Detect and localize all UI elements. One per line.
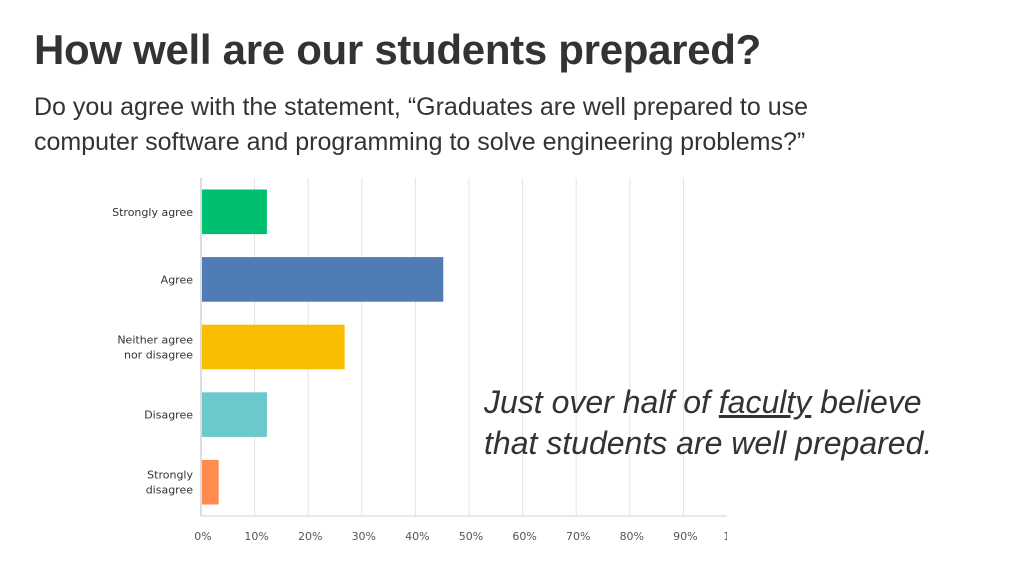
bar: [202, 257, 444, 302]
note-line-1: Just over half of faculty believe: [484, 382, 932, 423]
bar: [202, 392, 267, 437]
x-tick-label: 50%: [459, 530, 483, 543]
subtitle-line-1: Do you agree with the statement, “Gradua…: [34, 93, 809, 121]
bar: [202, 324, 345, 370]
x-tick-label: 30%: [352, 530, 376, 543]
bar: [202, 459, 219, 505]
note-emphasis-faculty: faculty: [718, 384, 812, 420]
category-label: Agree: [161, 273, 194, 286]
x-tick-label: 40%: [405, 530, 429, 543]
category-label: disagree: [146, 484, 194, 497]
category-label: Strongly: [147, 469, 193, 482]
note-line-1-end: believe: [811, 384, 922, 420]
x-tick-label: 60%: [512, 530, 536, 543]
x-tick-label: 90%: [673, 530, 697, 543]
note-line-2: that students are well prepared.: [484, 425, 933, 461]
note-line-1-start: Just over half of: [484, 384, 719, 420]
crop-mask: [727, 176, 1024, 576]
faculty-note: Just over half of faculty believe that s…: [484, 382, 932, 464]
bar: [202, 189, 267, 235]
category-label: Strongly agree: [112, 206, 193, 219]
category-label: nor disagree: [124, 349, 193, 362]
x-tick-label: 10%: [244, 530, 268, 543]
x-tick-label: 70%: [566, 530, 590, 543]
category-label: Disagree: [144, 409, 193, 422]
x-tick-label: 0%: [194, 530, 211, 543]
x-tick-label: 20%: [298, 530, 322, 543]
x-tick-label: 80%: [620, 530, 644, 543]
slide-subtitle: Do you agree with the statement, “Gradua…: [34, 90, 994, 160]
slide-title: How well are our students prepared?: [34, 26, 761, 73]
subtitle-line-2: computer software and programming to sol…: [34, 128, 806, 156]
category-label: Neither agree: [117, 334, 193, 347]
